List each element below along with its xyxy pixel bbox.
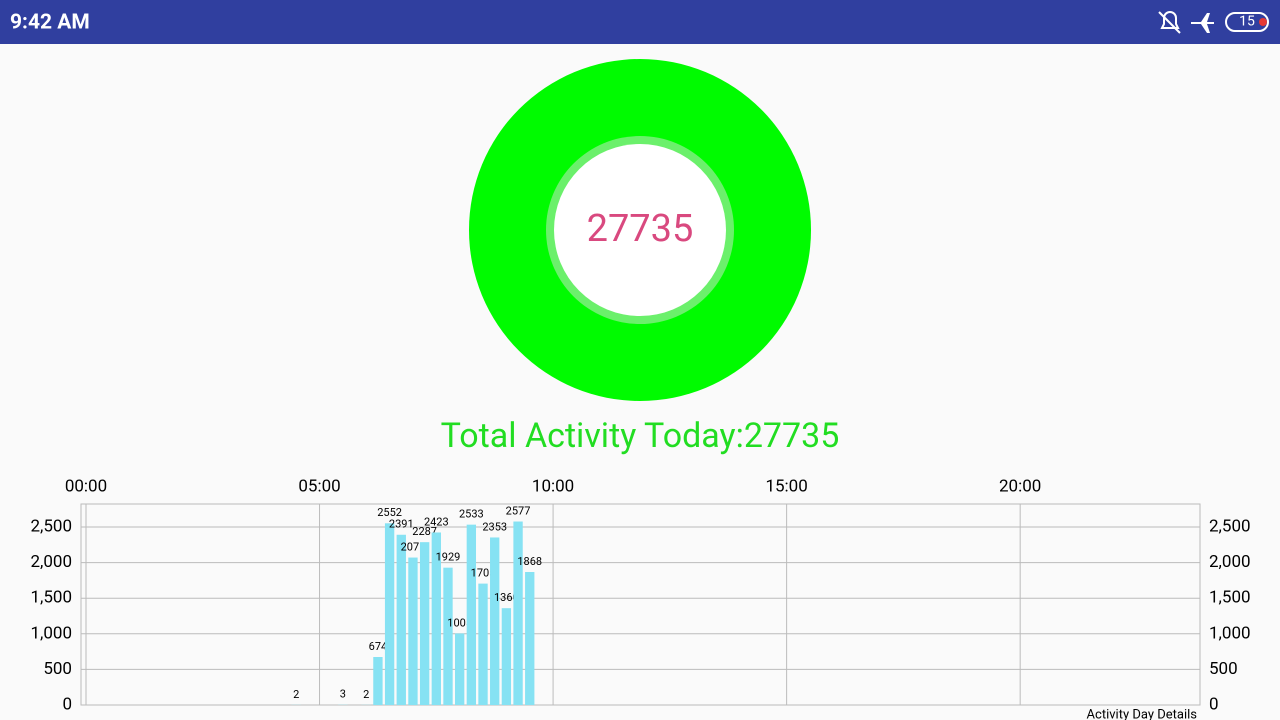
bar (525, 571, 535, 705)
total-activity-label: Total Activity Today:27735 (441, 416, 840, 456)
y2-tick-label: 500 (1209, 659, 1238, 679)
bar (373, 657, 383, 705)
chart-description: Activity Day Details (1087, 707, 1198, 720)
y2-tick-label: 2,500 (1209, 516, 1251, 536)
bar (443, 567, 453, 705)
status-bar (0, 0, 1280, 44)
bar-value-label: 2353 (482, 520, 507, 533)
y2-tick-label: 1,000 (1209, 623, 1251, 643)
x-tick-label: 10:00 (532, 476, 574, 496)
bar (396, 534, 406, 705)
x-tick-label: 20:00 (999, 476, 1041, 496)
bar-value-label: 2071 (401, 540, 426, 553)
airplane-icon (1191, 13, 1214, 33)
bar (408, 557, 418, 705)
x-tick-label: 00:00 (65, 476, 107, 496)
ring-center-value: 27735 (587, 207, 694, 251)
notifications-off-icon (1158, 11, 1181, 34)
bar-value-label: 3 (340, 688, 346, 701)
y-tick-label: 2,500 (30, 516, 72, 536)
y-tick-label: 0 (62, 694, 72, 714)
y2-tick-label: 0 (1209, 694, 1219, 714)
x-tick-label: 15:00 (765, 476, 807, 496)
bar-value-label: 2577 (506, 504, 531, 517)
battery-level: 15 (1239, 14, 1255, 30)
bar-value-label: 1005 (447, 616, 472, 629)
bar-value-label: 2 (293, 688, 299, 701)
bar (513, 521, 523, 705)
bar-value-label: 1360 (494, 591, 519, 604)
bar (501, 608, 512, 705)
battery-icon: 15 (1225, 12, 1269, 32)
bar (478, 583, 488, 705)
bar-value-label: 2423 (424, 515, 449, 528)
bar-value-label: 2552 (377, 506, 402, 519)
bar-value-label: 674 (369, 640, 388, 653)
y2-tick-label: 1,500 (1209, 588, 1251, 608)
y-tick-label: 500 (43, 659, 72, 679)
y-tick-label: 1,000 (30, 623, 72, 643)
bar-value-label: 2391 (389, 518, 414, 531)
bar-chart: 00:00 05:00 10:00 15:00 20:00 0 500 1,000 1,500 2… (30, 476, 1250, 720)
y-tick-label: 1,500 (30, 588, 72, 608)
bar (431, 532, 441, 705)
y-tick-label: 2,000 (30, 552, 72, 572)
bar (466, 524, 477, 705)
activity-ring (469, 59, 811, 401)
status-time: 9:42 AM (10, 11, 90, 35)
bar-value-label: 2533 (459, 508, 484, 521)
bar (490, 537, 500, 705)
bar-value-label: 1929 (436, 551, 461, 564)
x-tick-label: 05:00 (298, 476, 340, 496)
bar-value-label: 1868 (517, 555, 542, 568)
bar (384, 523, 395, 705)
bar-value-label: 2 (363, 688, 369, 701)
bar-value-label: 2287 (412, 525, 437, 538)
bar (419, 542, 430, 705)
bar-value-label: 1705 (471, 567, 496, 580)
y2-tick-label: 2,000 (1209, 552, 1251, 572)
bar (454, 633, 465, 705)
